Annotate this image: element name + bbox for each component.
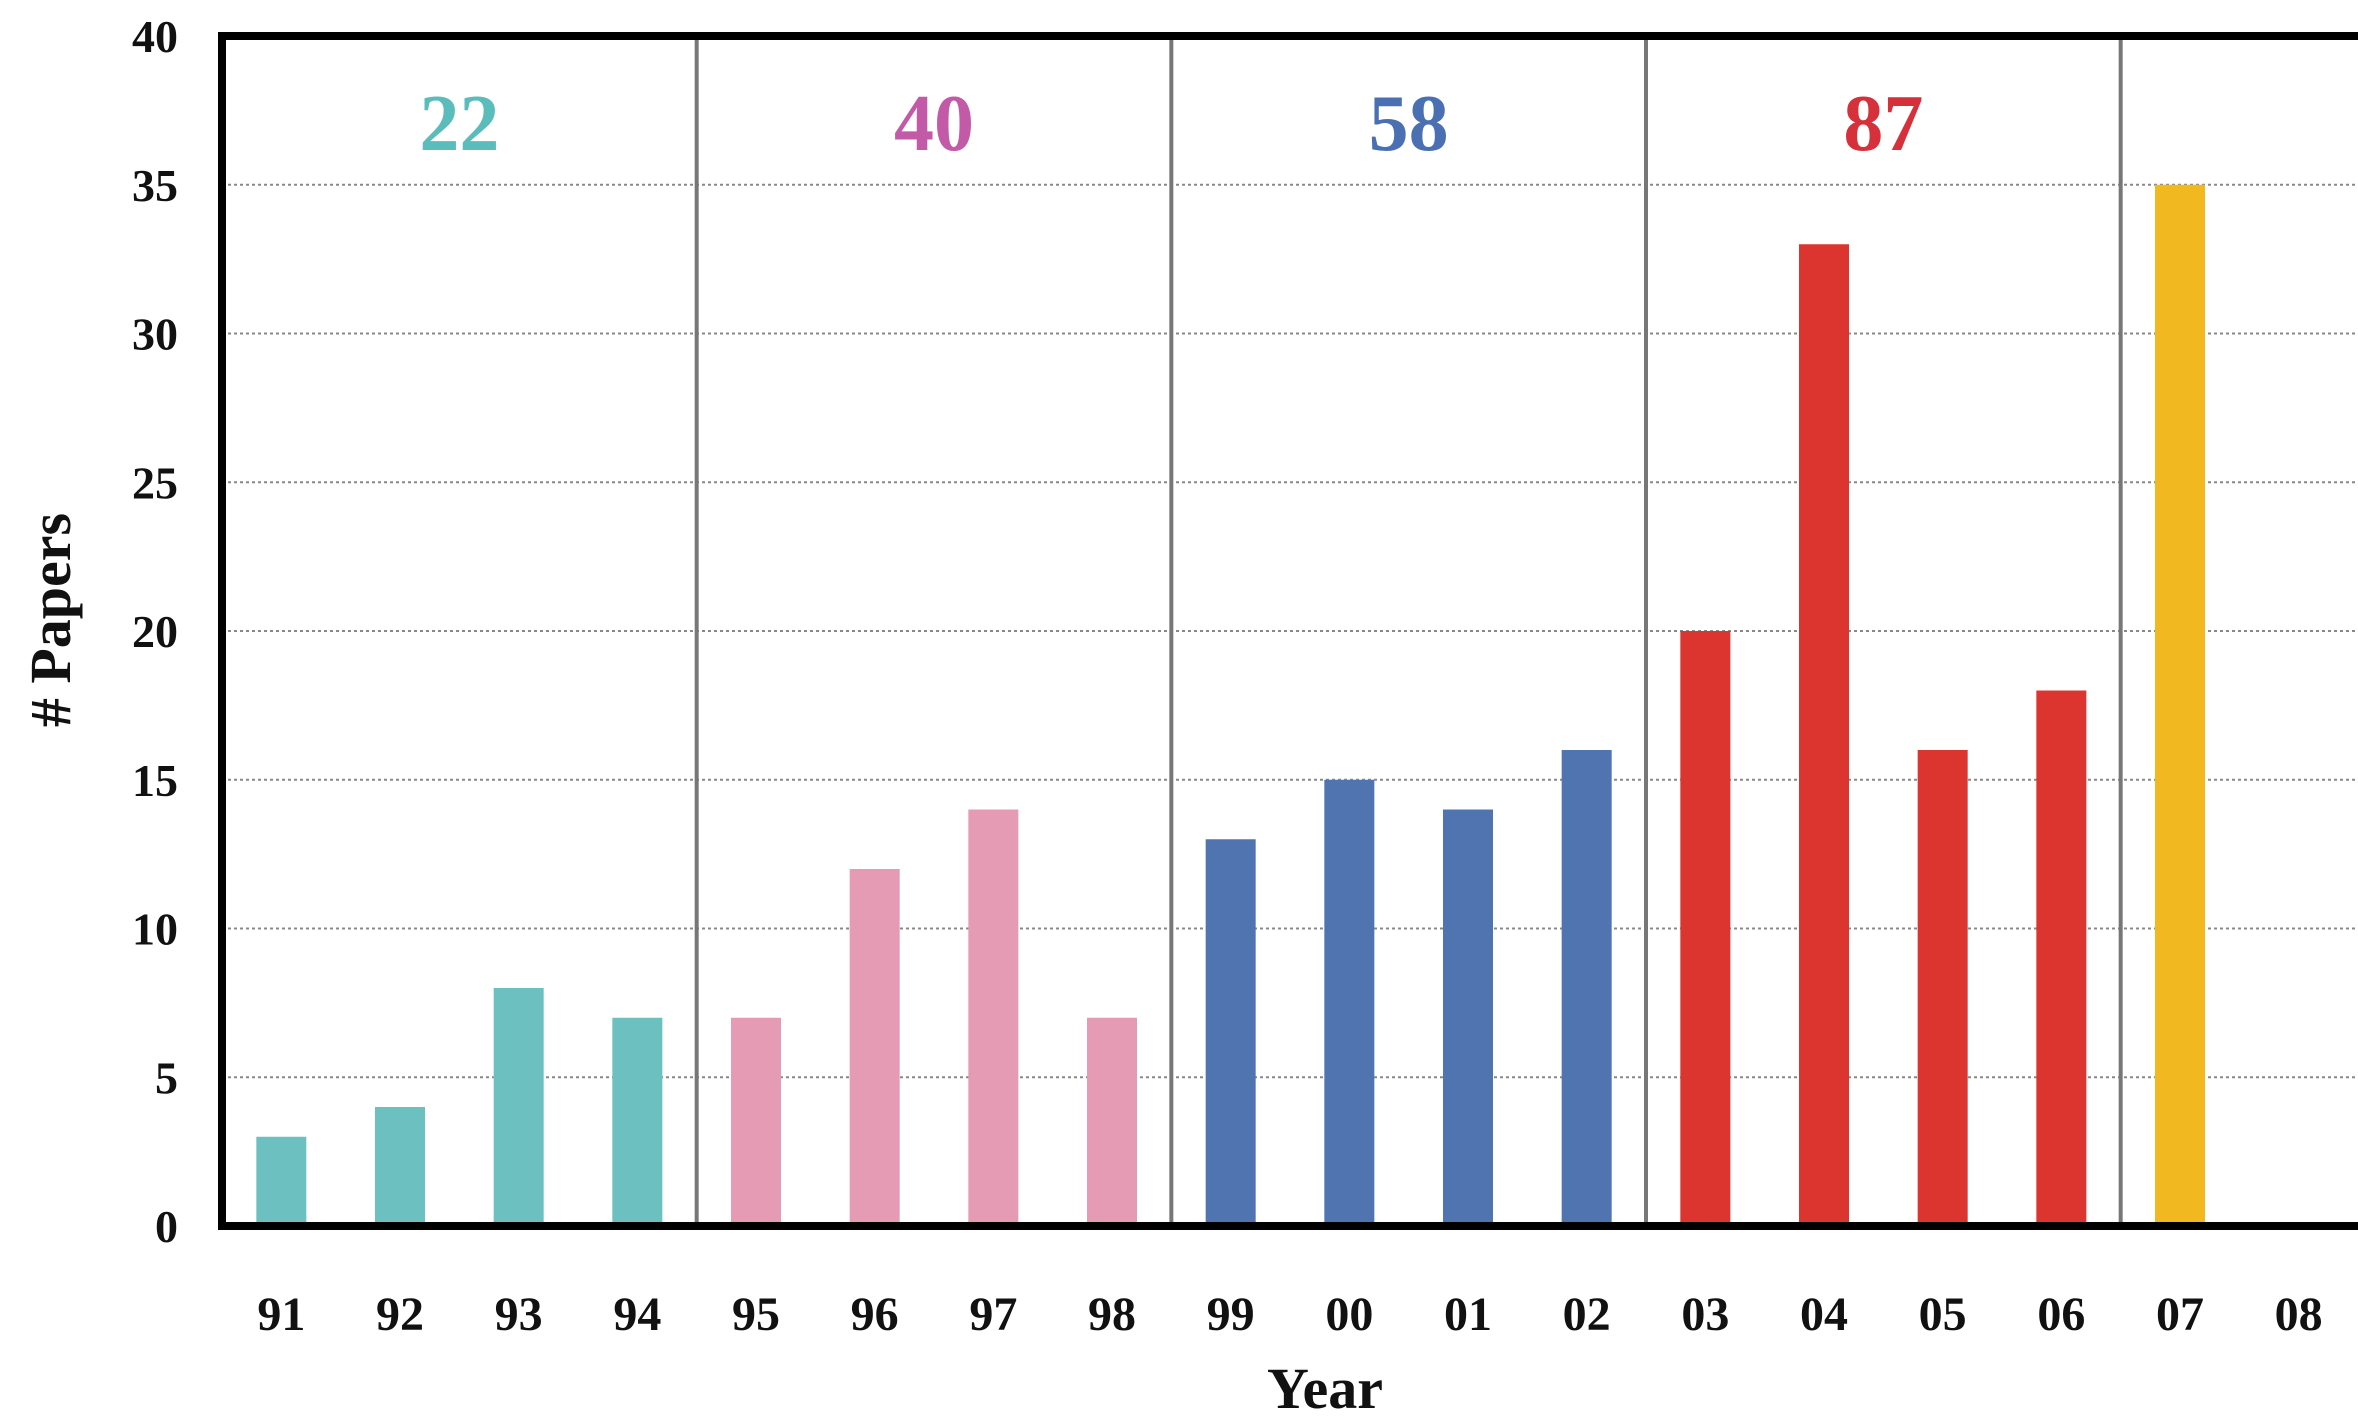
bars	[256, 184, 2205, 1226]
bar-04	[1799, 244, 1849, 1226]
x-tick-label: 95	[732, 1288, 780, 1341]
bar-01	[1443, 809, 1493, 1226]
x-tick-label: 04	[1800, 1288, 1848, 1341]
bar-96	[849, 869, 900, 1226]
plot-frame	[218, 32, 2358, 1230]
x-tick-label: 06	[2037, 1288, 2085, 1341]
bar-95	[731, 1017, 781, 1226]
bar-98	[1087, 1017, 1137, 1226]
bar-06	[2036, 690, 2087, 1226]
x-tick-label: 93	[495, 1288, 543, 1341]
y-tick-label: 30	[132, 309, 178, 360]
x-tick-label: 99	[1207, 1288, 1255, 1341]
y-tick-label: 40	[132, 11, 178, 62]
bar-02	[1561, 750, 1612, 1226]
bar-00	[1324, 779, 1375, 1226]
x-tick-label: 94	[613, 1288, 661, 1341]
bar-97	[968, 809, 1019, 1226]
y-tick-labels: 0 5 10 15 20 25 30 35 40	[132, 11, 178, 1252]
bar-07	[2155, 184, 2205, 1226]
y-tick-label: 20	[132, 606, 178, 657]
x-tick-label: 92	[376, 1288, 424, 1341]
x-tick-label: 97	[969, 1288, 1017, 1341]
x-tick-label: 00	[1325, 1288, 1373, 1341]
x-tick-label: 05	[1919, 1288, 1967, 1341]
group-total-label: 87	[1843, 80, 1923, 168]
x-tick-label: 01	[1444, 1288, 1492, 1341]
bar-91	[256, 1136, 307, 1226]
group-total-labels: 22 40 58 87	[419, 80, 1923, 168]
y-tick-label: 35	[132, 160, 178, 211]
bar-92	[375, 1107, 425, 1226]
x-tick-label: 91	[257, 1288, 305, 1341]
x-tick-label: 07	[2156, 1288, 2204, 1341]
bar-03	[1680, 631, 1731, 1226]
group-total-label: 22	[419, 80, 499, 168]
bar-93	[493, 988, 544, 1226]
bar-99	[1205, 839, 1256, 1226]
x-tick-label: 03	[1681, 1288, 1729, 1341]
group-total-label: 40	[894, 80, 974, 168]
x-axis-title: Year	[1267, 1356, 1383, 1418]
x-tick-label: 02	[1563, 1288, 1611, 1341]
group-separators	[694, 36, 2123, 1226]
bar-94	[612, 1017, 663, 1226]
y-tick-label: 10	[132, 904, 178, 955]
bar-05	[1917, 750, 1968, 1226]
x-tick-labels: 91 92 93 94 95 96 97 98 99 00 01 02 03 04 05 06 07 08	[257, 1288, 2322, 1341]
x-tick-label: 98	[1088, 1288, 1136, 1341]
y-axis-title: # Papers	[18, 513, 83, 727]
grid-lines	[222, 183, 2358, 1079]
y-tick-label: 25	[132, 457, 178, 508]
y-tick-label: 0	[155, 1201, 178, 1252]
x-tick-label: 96	[851, 1288, 899, 1341]
y-tick-label: 15	[132, 755, 178, 806]
group-total-label: 58	[1369, 80, 1449, 168]
x-tick-label: 08	[2275, 1288, 2323, 1341]
y-tick-label: 5	[155, 1052, 178, 1103]
